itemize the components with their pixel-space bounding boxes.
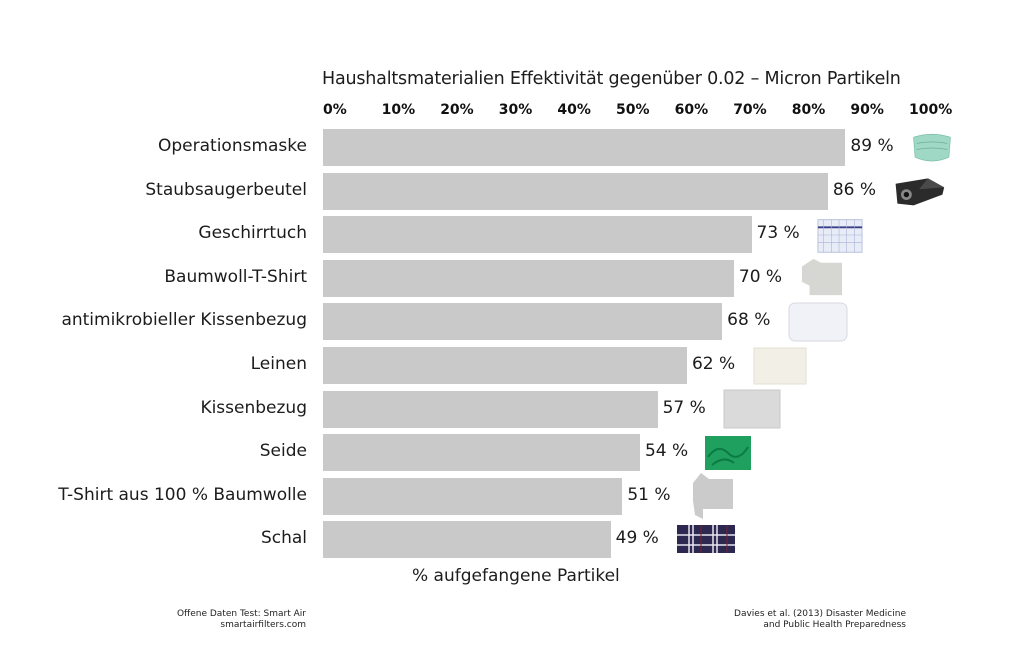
x-tick-label: 100% <box>909 102 953 118</box>
data-label: 62 % <box>691 354 736 374</box>
category-label: Schal <box>260 528 307 549</box>
source-right-line1: Davies et al. (2013) Disaster Medicine <box>734 609 906 619</box>
data-label: 68 % <box>727 310 771 331</box>
bar <box>323 347 687 384</box>
data-label: 70 % <box>738 266 783 287</box>
x-tick-label: 60% <box>674 102 709 118</box>
category-label: Kissenbezug <box>200 397 307 418</box>
scarf-icon <box>675 523 737 561</box>
x-tick-label: 90% <box>850 102 884 118</box>
category-label: Leinen <box>250 354 307 374</box>
surgical-mask-icon <box>909 126 955 174</box>
x-tick-label: 20% <box>440 102 474 118</box>
tea-towel-icon <box>816 215 864 259</box>
bar <box>323 129 846 166</box>
silk-icon <box>704 435 752 475</box>
bar <box>323 172 828 210</box>
pillow-icon <box>786 299 850 349</box>
category-label: Seide <box>259 441 307 462</box>
data-label: 73 % <box>756 223 800 244</box>
data-label: 86 % <box>832 179 877 200</box>
pillowcase-icon <box>722 388 782 434</box>
category-label: T-Shirt aus 100 % Baumwolle <box>58 484 307 505</box>
category-label: Operationsmaske <box>158 136 307 156</box>
x-tick-label: 40% <box>557 102 591 118</box>
source-right: Davies et al. (2013) Disaster Medicine a… <box>734 609 906 631</box>
data-label: 51 % <box>627 484 671 505</box>
data-label: 49 % <box>615 528 659 549</box>
x-tick-label: 0% <box>323 102 347 118</box>
category-label: Geschirrtuch <box>198 223 307 244</box>
x-tick-label: 10% <box>381 102 416 118</box>
bar <box>323 521 611 559</box>
bar <box>323 477 623 515</box>
cotton-tshirt-icon <box>798 257 846 303</box>
linen-icon <box>751 346 809 390</box>
vacuum-bag-icon <box>892 172 946 214</box>
bar <box>323 390 658 428</box>
x-axis-label: % aufgefangene Partikel <box>412 566 620 586</box>
source-left-line1: Offene Daten Test: Smart Air <box>176 609 306 619</box>
tshirt-icon <box>686 471 738 525</box>
source-right-line2: and Public Health Preparedness <box>763 620 906 630</box>
category-label: Staubsaugerbeutel <box>145 179 307 200</box>
source-left-line2: smartairfilters.com <box>220 620 306 630</box>
data-label: 89 % <box>850 136 894 156</box>
bar <box>323 259 734 297</box>
x-tick-label: 80% <box>791 102 826 118</box>
x-tick-label: 30% <box>498 102 533 118</box>
bar <box>323 434 640 472</box>
bar <box>323 216 752 254</box>
bar <box>323 303 723 341</box>
x-tick-label: 50% <box>616 102 650 118</box>
source-left: Offene Daten Test: Smart Air smartairfil… <box>177 609 306 631</box>
data-label: 54 % <box>644 441 689 462</box>
x-tick-label: 70% <box>733 102 767 118</box>
category-label: Baumwoll-T-Shirt <box>164 266 307 287</box>
data-label: 57 % <box>662 397 706 418</box>
chart-title: Haushaltsmaterialien Effektivität gegenü… <box>322 69 901 89</box>
category-label: antimikrobieller Kissenbezug <box>61 310 307 331</box>
